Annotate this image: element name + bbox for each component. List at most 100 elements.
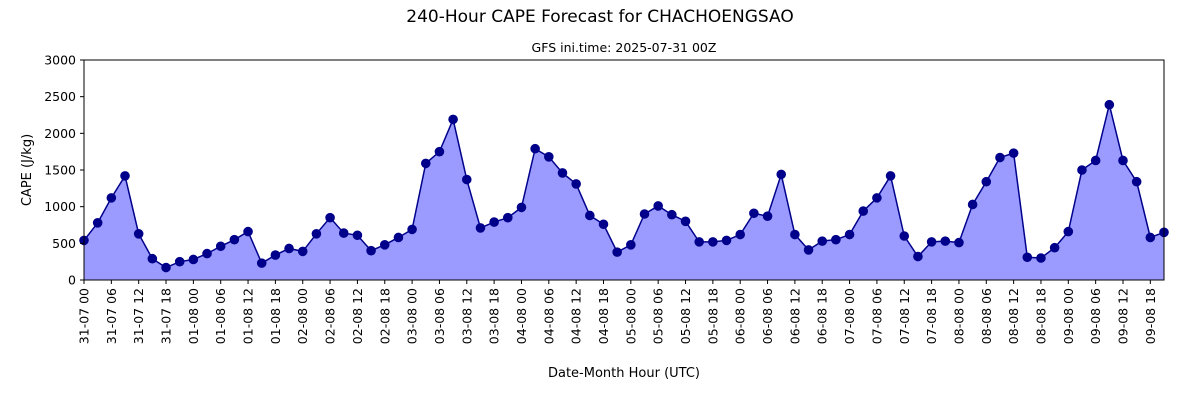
axes: 0 500 1000 1500 2000 2500 3000 31-07 00 31-07 06… xyxy=(44,53,1165,344)
data-point xyxy=(1090,155,1101,166)
y-tick-label: 2500 xyxy=(44,89,76,104)
data-point xyxy=(1049,242,1060,253)
x-tick-label: 04-08 18 xyxy=(596,288,611,344)
x-tick-label: 01-08 18 xyxy=(268,288,283,344)
data-point xyxy=(407,224,417,235)
data-point xyxy=(147,253,158,264)
data-point xyxy=(844,229,855,240)
y-tick-label: 500 xyxy=(52,236,76,251)
x-tick-label: 02-08 00 xyxy=(295,288,310,344)
data-point xyxy=(448,114,458,125)
data-point xyxy=(256,258,267,268)
data-point xyxy=(940,236,951,246)
data-point xyxy=(352,230,363,241)
x-tick-label: 02-08 18 xyxy=(377,288,392,344)
data-point xyxy=(1063,226,1074,237)
x-tick-label: 07-08 12 xyxy=(897,288,912,344)
y-tick-label: 2000 xyxy=(44,126,76,141)
data-point xyxy=(174,256,185,267)
data-point xyxy=(639,209,650,219)
x-tick-label: 06-08 06 xyxy=(760,288,775,344)
data-point xyxy=(913,251,923,262)
x-tick-label: 07-08 18 xyxy=(924,288,939,344)
y-tick-label: 1500 xyxy=(44,163,76,178)
data-point xyxy=(1104,99,1115,110)
data-point xyxy=(92,218,103,228)
x-tick-label: 01-08 00 xyxy=(186,288,201,344)
data-point xyxy=(215,241,226,252)
data-point xyxy=(858,206,869,216)
data-point xyxy=(133,229,144,239)
x-tick-label: 06-08 18 xyxy=(815,288,830,344)
data-point xyxy=(612,247,622,257)
data-point xyxy=(202,248,212,259)
x-tick-label: 02-08 06 xyxy=(323,288,338,344)
data-point xyxy=(297,246,308,257)
data-point xyxy=(1131,176,1142,187)
data-point xyxy=(557,168,568,178)
y-axis-label: CAPE (J/kg) xyxy=(20,134,35,206)
data-point xyxy=(434,146,445,157)
x-tick-label: 01-08 12 xyxy=(241,288,256,344)
data-point xyxy=(776,169,787,180)
data-point xyxy=(872,193,882,203)
data-point xyxy=(161,262,171,273)
data-point xyxy=(571,179,581,189)
x-tick-label: 09-08 12 xyxy=(1115,288,1130,344)
x-tick-label: 05-08 18 xyxy=(705,288,720,344)
y-tick-label: 1000 xyxy=(44,199,76,214)
data-point xyxy=(489,217,499,227)
data-point xyxy=(926,237,937,247)
data-point xyxy=(954,237,964,248)
x-tick-label: 04-08 06 xyxy=(541,288,556,344)
data-point xyxy=(749,208,759,219)
x-tick-label: 31-07 00 xyxy=(77,288,92,344)
chart-subtitle: GFS ini.time: 2025-07-31 00Z xyxy=(532,40,717,55)
x-tick-label: 08-08 18 xyxy=(1033,288,1048,344)
x-tick-label: 31-07 12 xyxy=(131,288,146,344)
data-point xyxy=(393,232,404,243)
data-point xyxy=(626,240,636,250)
data-point xyxy=(311,229,322,239)
data-point xyxy=(598,219,609,230)
data-point xyxy=(721,235,732,246)
x-tick-label: 07-08 00 xyxy=(842,288,857,344)
data-point xyxy=(1145,232,1156,243)
data-point xyxy=(735,229,746,240)
x-tick-label: 05-08 00 xyxy=(623,288,638,344)
data-point xyxy=(708,237,718,247)
data-point xyxy=(106,193,117,203)
data-point xyxy=(885,171,896,181)
x-tick-label: 04-08 12 xyxy=(569,288,584,344)
x-tick-label: 05-08 12 xyxy=(678,288,693,344)
x-tick-label: 03-08 12 xyxy=(459,288,474,344)
x-tick-label: 02-08 12 xyxy=(350,288,365,344)
data-point xyxy=(338,228,349,238)
data-point xyxy=(516,202,527,213)
data-point xyxy=(243,226,253,237)
data-point xyxy=(667,209,677,220)
data-point xyxy=(790,229,800,240)
x-tick-label: 01-08 06 xyxy=(213,288,228,344)
data-point xyxy=(270,250,281,260)
x-axis-label: Date-Month Hour (UTC) xyxy=(548,366,700,381)
data-point xyxy=(680,216,691,227)
data-point xyxy=(188,254,199,265)
data-point xyxy=(653,201,663,211)
data-point xyxy=(284,243,294,254)
data-point xyxy=(461,174,472,185)
data-point xyxy=(1118,155,1128,166)
x-tick-label: 09-08 06 xyxy=(1088,288,1103,344)
x-tick-label: 03-08 06 xyxy=(432,288,447,344)
y-tick-label: 0 xyxy=(68,273,76,288)
x-tick-label: 06-08 12 xyxy=(787,288,802,344)
data-point xyxy=(967,199,978,210)
data-point xyxy=(694,237,704,247)
data-point xyxy=(475,223,486,233)
x-tick-label: 03-08 00 xyxy=(405,288,420,344)
x-tick-label: 08-08 06 xyxy=(979,288,994,344)
plot-area xyxy=(79,99,1169,280)
y-tick-label: 3000 xyxy=(44,53,76,68)
data-point xyxy=(420,158,431,169)
